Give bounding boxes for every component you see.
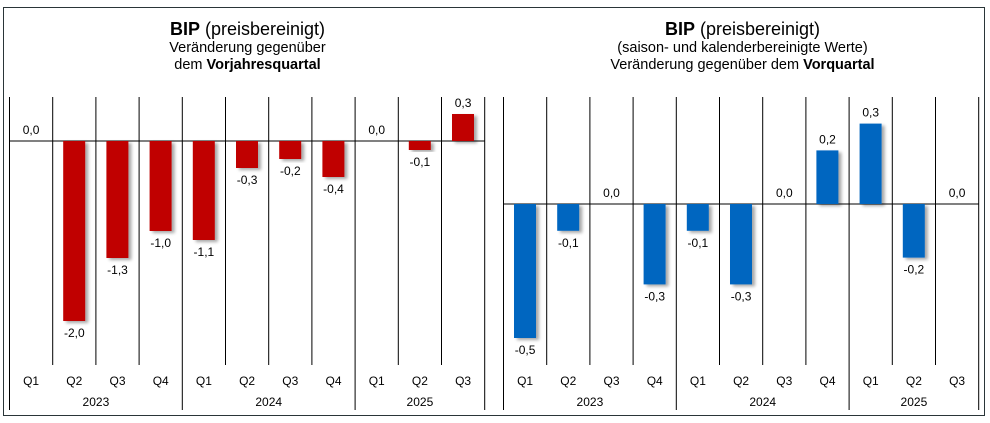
data-label-5: -1,1 bbox=[194, 245, 215, 259]
x-tick-label: Q1 bbox=[196, 374, 212, 388]
left-title-bold: BIP bbox=[169, 19, 200, 39]
bar-11 bbox=[452, 114, 474, 141]
left-title-rest: (preisbereinigt) bbox=[199, 19, 326, 39]
data-label-1: 0,0 bbox=[23, 123, 40, 137]
left-chart: 0,0 Q1 -2,0 Q2 -1,3 Q3 -1,0 Q4 -1,1 Q1 -0,3 Q2 -0,2 Q… bbox=[9, 96, 486, 410]
x-tick-label: Q3 bbox=[455, 374, 471, 388]
data-label-11: 0,3 bbox=[455, 96, 472, 110]
bar-5 bbox=[192, 141, 215, 240]
left-subtitle-2: dem bbox=[174, 57, 207, 73]
data-label-8: -0,4 bbox=[323, 182, 344, 196]
bar-4 bbox=[643, 204, 666, 285]
right-title-bold: BIP bbox=[664, 19, 695, 39]
bar-1 bbox=[514, 204, 536, 338]
bar-10 bbox=[902, 204, 925, 258]
x-tick-label: Q3 bbox=[603, 374, 619, 388]
bar-7 bbox=[279, 141, 302, 159]
year-label: 2025 bbox=[407, 395, 434, 409]
year-label: 2024 bbox=[749, 395, 776, 409]
left-subtitle-2-bold: Vorjahresquartal bbox=[206, 57, 321, 73]
bar-6 bbox=[236, 141, 258, 168]
data-label-2: -0,1 bbox=[558, 236, 579, 250]
data-label-3: 0,0 bbox=[603, 186, 620, 200]
data-label-4: -1,0 bbox=[150, 236, 171, 250]
year-label: 2025 bbox=[901, 395, 928, 409]
bar-8 bbox=[322, 141, 345, 177]
right-chart: -0,5 Q1 -0,1 Q2 0,0 Q3 -0,3 Q4 -0,1 Q1 -0,3 Q2 0,0 Q3… bbox=[503, 97, 980, 410]
x-tick-label: Q2 bbox=[239, 374, 255, 388]
data-label-10: -0,1 bbox=[410, 155, 431, 169]
x-tick-label: Q1 bbox=[517, 374, 533, 388]
data-label-4: -0,3 bbox=[644, 289, 665, 303]
x-tick-label: Q1 bbox=[863, 374, 879, 388]
bar-9 bbox=[859, 123, 882, 204]
x-tick-label: Q3 bbox=[776, 374, 792, 388]
bar-2 bbox=[63, 141, 86, 321]
data-label-6: -0,3 bbox=[731, 289, 752, 303]
bar-2 bbox=[557, 204, 580, 231]
left-subtitle-1: Veränderung gegenüber bbox=[169, 40, 326, 56]
left-chart-title: BIP (preisbereinigt) Veränderung gegenüb… bbox=[0, 18, 495, 74]
bar-10 bbox=[408, 141, 431, 150]
year-label: 2023 bbox=[83, 395, 110, 409]
data-label-10: -0,2 bbox=[904, 263, 925, 277]
right-chart-title: BIP (preisbereinigt) (saison- und kalend… bbox=[495, 18, 990, 74]
data-label-9: 0,3 bbox=[862, 106, 879, 120]
x-tick-label: Q1 bbox=[369, 374, 385, 388]
data-label-3: -1,3 bbox=[107, 263, 128, 277]
chart-frame bbox=[3, 7, 985, 416]
bar-6 bbox=[730, 204, 752, 285]
data-label-6: -0,3 bbox=[237, 173, 258, 187]
x-tick-label: Q4 bbox=[819, 374, 835, 388]
x-tick-label: Q2 bbox=[412, 374, 428, 388]
x-tick-label: Q1 bbox=[690, 374, 706, 388]
x-tick-label: Q4 bbox=[647, 374, 663, 388]
x-tick-label: Q4 bbox=[153, 374, 169, 388]
data-label-2: -2,0 bbox=[64, 326, 85, 340]
data-label-5: -0,1 bbox=[688, 236, 709, 250]
bar-5 bbox=[686, 204, 709, 231]
data-label-7: 0,0 bbox=[776, 186, 793, 200]
x-tick-label: Q3 bbox=[109, 374, 125, 388]
right-subtitle-2-bold: Vorquartal bbox=[803, 57, 875, 73]
x-tick-label: Q4 bbox=[325, 374, 341, 388]
bar-3 bbox=[106, 141, 129, 258]
x-tick-label: Q2 bbox=[560, 374, 576, 388]
year-label: 2024 bbox=[255, 395, 282, 409]
bar-8 bbox=[816, 150, 839, 204]
data-label-7: -0,2 bbox=[280, 164, 301, 178]
data-label-1: -0,5 bbox=[515, 343, 536, 357]
year-label: 2023 bbox=[577, 395, 604, 409]
x-tick-label: Q2 bbox=[733, 374, 749, 388]
x-tick-label: Q2 bbox=[906, 374, 922, 388]
right-title-rest: (preisbereinigt) bbox=[694, 19, 821, 39]
x-tick-label: Q3 bbox=[949, 374, 965, 388]
data-label-11: 0,0 bbox=[949, 186, 966, 200]
right-subtitle-2: Veränderung gegenüber dem bbox=[610, 57, 804, 73]
bar-4 bbox=[149, 141, 172, 231]
data-label-9: 0,0 bbox=[368, 123, 385, 137]
x-tick-label: Q1 bbox=[23, 374, 39, 388]
x-tick-label: Q3 bbox=[282, 374, 298, 388]
data-label-8: 0,2 bbox=[819, 132, 836, 146]
right-subtitle-1: (saison- und kalenderbereinigte Werte) bbox=[617, 40, 868, 56]
x-tick-label: Q2 bbox=[66, 374, 82, 388]
